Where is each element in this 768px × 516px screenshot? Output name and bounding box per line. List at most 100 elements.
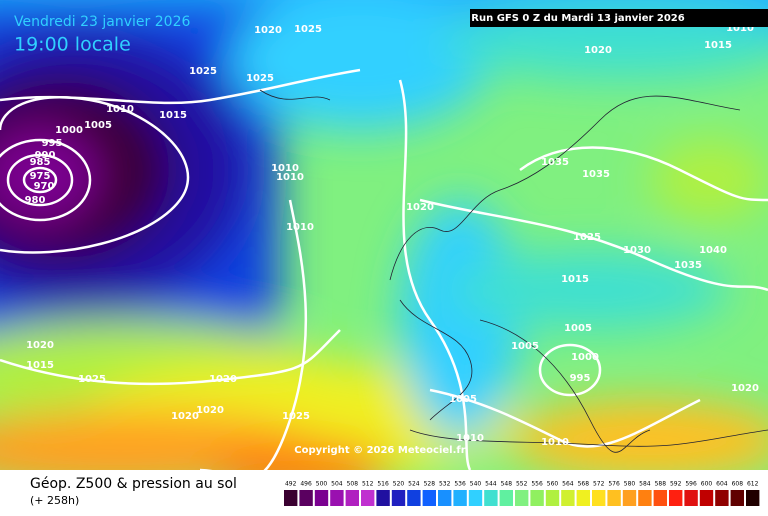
scale-label: 560 — [547, 481, 559, 488]
isobar-label: 975 — [30, 171, 51, 182]
scale-label: 584 — [639, 481, 651, 488]
isobar-label: 1035 — [582, 169, 610, 180]
scale-swatch — [638, 490, 652, 506]
isobar-label: 1020 — [584, 45, 612, 56]
run-info: Run GFS 0 Z du Mardi 13 janvier 2026 — [471, 13, 684, 24]
map-field: 1020 1025 1020 1015 1010 1025 1025 1010 1015 1005… — [0, 0, 768, 470]
isobar-label: 1025 — [294, 24, 322, 35]
isobar-label: 1035 — [541, 157, 569, 168]
scale-swatch — [484, 490, 498, 506]
scale-label: 576 — [608, 481, 620, 488]
isobar-label: 1020 — [731, 383, 759, 394]
scale-label: 600 — [701, 481, 713, 488]
scale-swatch — [299, 490, 313, 506]
isobar-label: 1025 — [78, 374, 106, 385]
isobar-label: 980 — [25, 195, 46, 206]
scale-label: 568 — [578, 481, 590, 488]
isobar-label: 1015 — [704, 40, 732, 51]
run-box — [470, 9, 768, 27]
scale-label: 540 — [470, 481, 482, 488]
scale-swatch — [684, 490, 698, 506]
scale-swatch — [515, 490, 529, 506]
scale-label: 532 — [439, 481, 451, 488]
scale-swatch — [345, 490, 359, 506]
isobar-label: 1000 — [55, 125, 83, 136]
isobar-label: 1000 — [571, 352, 599, 363]
scale-swatch — [607, 490, 621, 506]
footer-title: Géop. Z500 & pression au sol — [30, 476, 237, 492]
scale-swatch — [730, 490, 744, 506]
isobar-label: 1010 — [106, 104, 134, 115]
scale-swatch — [746, 490, 760, 506]
scale-label: 512 — [362, 481, 374, 488]
isobar-label: 1025 — [189, 66, 217, 77]
scale-swatch — [653, 490, 667, 506]
isobar-label: 995 — [570, 373, 591, 384]
scale-label: 524 — [408, 481, 420, 488]
color-scale: 492 496 500 504 508 512 516 520 524 528 532 536 540 5… — [284, 481, 760, 506]
scale-label: 516 — [377, 481, 389, 488]
scale-swatch — [407, 490, 421, 506]
copyright: Copyright © 2026 Meteociel.fr — [294, 445, 465, 456]
scale-label: 612 — [747, 481, 759, 488]
scale-swatch — [530, 490, 544, 506]
isobar-label: 1010 — [286, 222, 314, 233]
lead-time: (+ 258h) — [30, 494, 79, 507]
isobar-label: 1025 — [282, 411, 310, 422]
scale-label: 604 — [716, 481, 728, 488]
scale-swatch — [715, 490, 729, 506]
isobar-label: 995 — [42, 138, 63, 149]
isobar-label: 1040 — [699, 245, 727, 256]
isobar-labels: 1020 1025 1020 1015 1010 1025 1025 1010 1015 1005… — [25, 23, 759, 448]
scale-swatch — [669, 490, 683, 506]
isobar-label: 1020 — [196, 405, 224, 416]
isobar-label: 1010 — [456, 433, 484, 444]
valid-time: 19:00 locale — [14, 34, 131, 56]
scale-label: 504 — [331, 481, 343, 488]
scale-label: 608 — [732, 481, 744, 488]
scale-swatch — [699, 490, 714, 506]
valid-date: Vendredi 23 janvier 2026 — [14, 14, 190, 30]
scale-swatch — [622, 490, 637, 506]
scale-label: 592 — [670, 481, 682, 488]
isobar-label: 1015 — [159, 110, 187, 121]
scale-swatch — [422, 490, 436, 506]
scale-swatch — [592, 490, 606, 506]
scale-swatch — [361, 490, 375, 506]
scale-swatch — [438, 490, 452, 506]
isobar-label: 1025 — [573, 232, 601, 243]
isobar-label: 990 — [35, 150, 56, 161]
coastlines — [259, 89, 768, 453]
scale-label: 544 — [485, 481, 497, 488]
scale-label: 552 — [516, 481, 528, 488]
isobar-label: 970 — [34, 181, 55, 192]
scale-label: 492 — [285, 481, 297, 488]
scale-swatch — [545, 490, 560, 506]
scale-swatch — [576, 490, 590, 506]
isobars — [0, 68, 768, 470]
isobar-label: 1025 — [246, 73, 274, 84]
isobar-label: 1005 — [84, 120, 112, 131]
scale-swatch — [453, 490, 467, 506]
scale-swatch — [284, 490, 298, 506]
isobar-label: 1015 — [26, 360, 54, 371]
scale-label: 528 — [424, 481, 436, 488]
scale-label: 580 — [624, 481, 636, 488]
scale-label: 572 — [593, 481, 605, 488]
isobar-label: 1010 — [541, 437, 569, 448]
scale-swatch — [314, 490, 329, 506]
isobar-label: 1020 — [209, 374, 237, 385]
scale-label: 564 — [562, 481, 574, 488]
scale-label: 508 — [347, 481, 359, 488]
isobar-label: 1005 — [511, 341, 539, 352]
isobar-label: 1030 — [623, 245, 651, 256]
isobar-label: 1010 — [271, 163, 299, 174]
isobar-label: 1010 — [276, 172, 304, 183]
isobar-label: 1020 — [254, 25, 282, 36]
scale-label: 556 — [531, 481, 543, 488]
scale-label: 588 — [655, 481, 667, 488]
scale-label: 496 — [300, 481, 312, 488]
isobar-label: 1035 — [674, 260, 702, 271]
isobar-label: 1010 — [726, 23, 754, 34]
